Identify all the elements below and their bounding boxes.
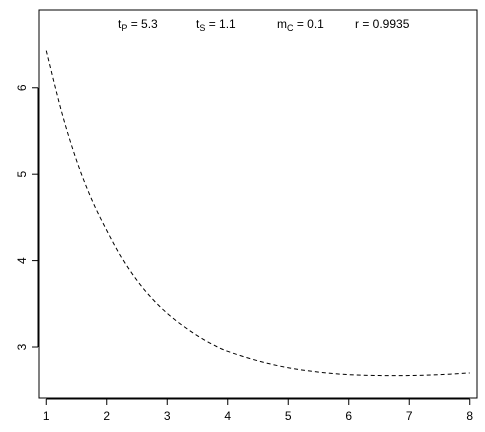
parameter-annotations: tP = 5.3 tS = 1.1 mC = 0.1 r = 0.9935	[118, 17, 410, 33]
annotation-1: tP = 5.3	[118, 17, 158, 33]
series-line-1	[45, 50, 470, 377]
y-tick-label: 6	[15, 84, 29, 91]
y-tick-label: 4	[15, 257, 29, 264]
y-tick-label: 3	[15, 343, 29, 350]
x-tick-label: 4	[224, 409, 231, 423]
annotation-4: r = 0.9935	[355, 17, 410, 31]
x-tick-label: 6	[345, 409, 352, 423]
plot-frame	[38, 9, 478, 399]
x-axis: 1 2 3 4 5 6 7 8	[43, 398, 473, 423]
y-axis: 3 4 5 6	[15, 84, 39, 350]
x-tick-label: 3	[164, 409, 171, 423]
x-tick-label: 1	[43, 409, 50, 423]
annotation-2: tS = 1.1	[196, 17, 236, 33]
y-tick-label: 5	[15, 171, 29, 178]
x-tick-label: 7	[406, 409, 413, 423]
annotation-3: mC = 0.1	[277, 17, 324, 33]
x-tick-label: 2	[103, 409, 110, 423]
x-tick-label: 5	[285, 409, 292, 423]
x-tick-label: 8	[466, 409, 473, 423]
series-group	[45, 50, 470, 377]
